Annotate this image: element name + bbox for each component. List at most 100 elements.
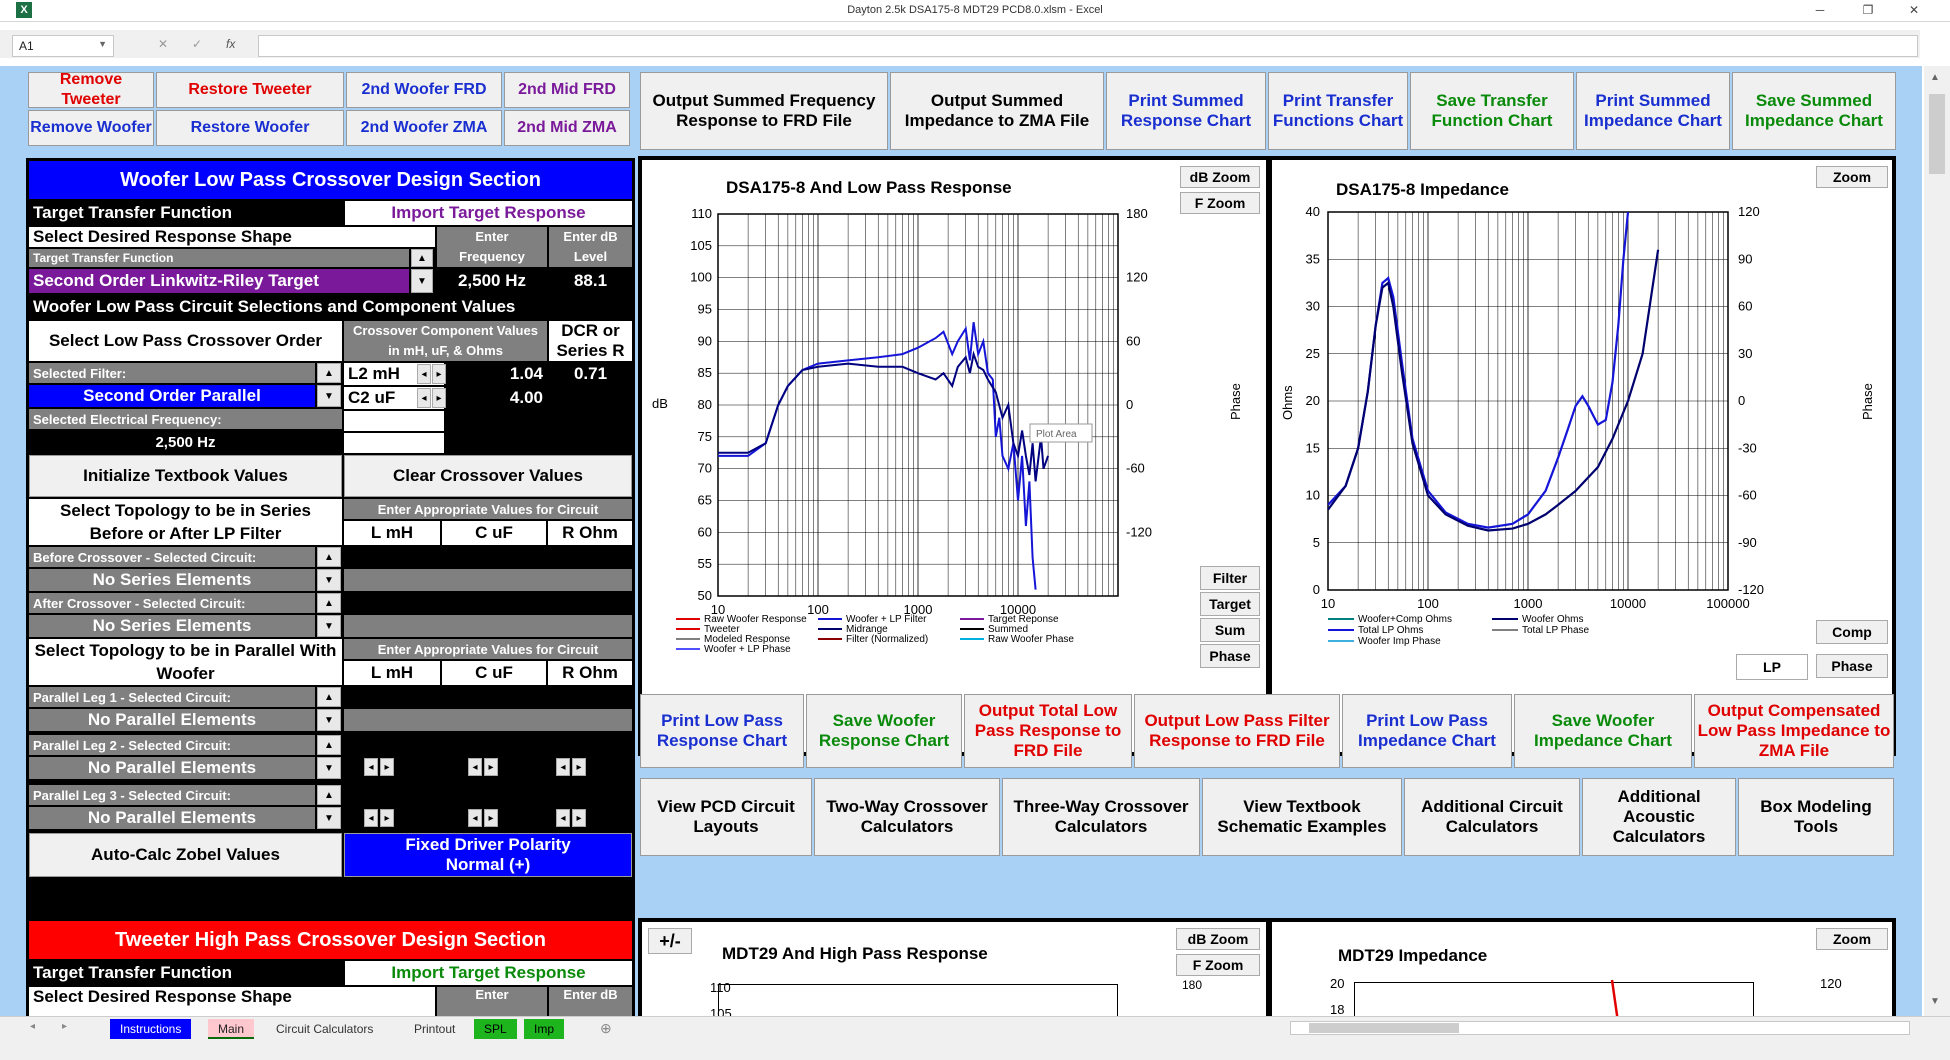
scroll-down-icon[interactable]: ▼ [1930, 996, 1940, 1007]
tweeter-import-target-button[interactable]: Import Target Response [345, 961, 632, 985]
textbook-schematics-button[interactable]: View Textbook Schematic Examples [1202, 778, 1402, 856]
arrow-right-icon[interactable]: ▸ [432, 388, 446, 408]
spin-up-icon[interactable]: ▲ [317, 687, 341, 707]
print-transfer-functions-button[interactable]: Print Transfer Functions Chart [1268, 72, 1408, 150]
spin-up-icon[interactable]: ▲ [317, 547, 341, 567]
second-woofer-frd-button[interactable]: 2nd Woofer FRD [346, 72, 502, 108]
second-woofer-zma-button[interactable]: 2nd Woofer ZMA [346, 110, 502, 146]
parallel-leg-1-select[interactable]: No Parallel Elements [29, 709, 315, 731]
scroll-up-icon[interactable]: ▲ [1930, 72, 1940, 83]
output-total-lp-frd-button[interactable]: Output Total Low Pass Response to FRD Fi… [964, 694, 1132, 768]
dropdown-icon[interactable]: ▼ [317, 385, 341, 407]
hp-zoom-button[interactable]: Zoom [1816, 928, 1888, 950]
arrow-left-icon[interactable]: ◂ [556, 758, 570, 776]
arrow-left-icon[interactable]: ◂ [417, 388, 431, 408]
cancel-icon[interactable]: ✕ [158, 37, 169, 51]
filter-button[interactable]: Filter [1200, 566, 1260, 590]
hp-db-zoom-button[interactable]: dB Zoom [1176, 928, 1260, 950]
box-modeling-tools-button[interactable]: Box Modeling Tools [1738, 778, 1894, 856]
arrow-left-icon[interactable]: ◂ [417, 364, 431, 384]
minimize-icon[interactable]: ─ [1815, 3, 1825, 17]
save-woofer-impedance-button[interactable]: Save Woofer Impedance Chart [1514, 694, 1692, 768]
dropdown-icon[interactable]: ▼ [317, 615, 341, 637]
frequency-input[interactable]: 2,500 Hz [437, 269, 547, 293]
restore-woofer-button[interactable]: Restore Woofer [156, 110, 344, 146]
selected-filter-select[interactable]: Second Order Parallel [29, 385, 315, 407]
scroll-thumb[interactable] [1929, 94, 1945, 174]
arrow-left-icon[interactable]: ◂ [468, 758, 482, 776]
additional-circuit-calculators-button[interactable]: Additional Circuit Calculators [1404, 778, 1580, 856]
output-summed-zma-button[interactable]: Output Summed Impedance to ZMA File [890, 72, 1104, 150]
tab-main[interactable]: Main [208, 1019, 255, 1039]
tab-scroll-right-icon[interactable]: ▸ [62, 1021, 68, 1032]
name-box[interactable]: A1 ▼ [12, 35, 114, 57]
dropdown-icon[interactable]: ▼ [317, 807, 341, 829]
driver-polarity-button[interactable]: Fixed Driver Polarity Normal (+) [344, 833, 632, 877]
parallel-leg-2-select[interactable]: No Parallel Elements [29, 757, 315, 779]
add-sheet-icon[interactable]: ⊕ [600, 1020, 612, 1036]
horizontal-scrollbar[interactable] [1290, 1021, 1910, 1035]
formula-input[interactable] [258, 35, 1918, 57]
arrow-left-icon[interactable]: ◂ [468, 809, 482, 827]
arrow-right-icon[interactable]: ▸ [380, 809, 394, 827]
initialize-textbook-button[interactable]: Initialize Textbook Values [29, 455, 342, 497]
fx-icon[interactable]: fx [226, 37, 236, 51]
tab-circuit-calculators[interactable]: Circuit Calculators [276, 1022, 374, 1036]
auto-calc-zobel-button[interactable]: Auto-Calc Zobel Values [29, 833, 342, 877]
f-zoom-button[interactable]: F Zoom [1180, 192, 1260, 214]
output-summed-frd-button[interactable]: Output Summed Frequency Response to FRD … [640, 72, 888, 150]
ttf-select[interactable]: Second Order Linkwitz-Riley Target [29, 269, 409, 293]
tab-instructions[interactable]: Instructions [110, 1019, 192, 1039]
view-pcd-layouts-button[interactable]: View PCD Circuit Layouts [640, 778, 812, 856]
dropdown-icon[interactable]: ▼ [317, 569, 341, 591]
imp-phase-button[interactable]: Phase [1816, 654, 1888, 678]
sum-button[interactable]: Sum [1200, 618, 1260, 642]
remove-woofer-button[interactable]: Remove Woofer [28, 110, 154, 146]
db-zoom-button[interactable]: dB Zoom [1180, 166, 1260, 188]
before-crossover-select[interactable]: No Series Elements [29, 569, 315, 591]
close-icon[interactable]: ✕ [1908, 3, 1920, 17]
three-way-calculators-button[interactable]: Three-Way Crossover Calculators [1002, 778, 1200, 856]
spin-up-icon[interactable]: ▲ [317, 735, 341, 755]
output-comp-lp-zma-button[interactable]: Output Compensated Low Pass Impedance to… [1694, 694, 1894, 768]
second-mid-frd-button[interactable]: 2nd Mid FRD [504, 72, 630, 108]
component-1-dcr[interactable]: 0.71 [549, 363, 632, 385]
vertical-scrollbar[interactable]: ▲ ▼ [1924, 66, 1950, 1016]
hp-response-chart[interactable]: +/- MDT29 And High Pass Response dB Zoom… [638, 918, 1270, 1044]
arrow-left-icon[interactable]: ◂ [364, 809, 378, 827]
arrow-left-icon[interactable]: ◂ [364, 758, 378, 776]
after-crossover-select[interactable]: No Series Elements [29, 615, 315, 637]
arrow-right-icon[interactable]: ▸ [484, 758, 498, 776]
arrow-right-icon[interactable]: ▸ [432, 364, 446, 384]
lp-button[interactable]: LP [1736, 654, 1808, 680]
dropdown-icon[interactable]: ▼ [411, 269, 433, 293]
comp-button[interactable]: Comp [1816, 620, 1888, 644]
response-chart[interactable]: DSA175-8 And Low Pass Response dB Zoom F… [638, 156, 1270, 756]
chevron-down-icon[interactable]: ▼ [98, 39, 107, 49]
tab-spl[interactable]: SPL [474, 1019, 517, 1039]
parallel-leg-3-select[interactable]: No Parallel Elements [29, 807, 315, 829]
arrow-right-icon[interactable]: ▸ [484, 809, 498, 827]
hp-f-zoom-button[interactable]: F Zoom [1176, 954, 1260, 976]
impedance-chart[interactable]: DSA175-8 Impedance Zoom 40 35 30 25 20 15 10 5 0… [1268, 156, 1896, 756]
print-summed-response-button[interactable]: Print Summed Response Chart [1106, 72, 1266, 150]
plus-minus-button[interactable]: +/- [648, 928, 692, 954]
two-way-calculators-button[interactable]: Two-Way Crossover Calculators [814, 778, 1000, 856]
dropdown-icon[interactable]: ▼ [317, 709, 341, 731]
second-mid-zma-button[interactable]: 2nd Mid ZMA [504, 110, 630, 146]
remove-tweeter-button[interactable]: Remove Tweeter [28, 71, 154, 108]
db-level-input[interactable]: 88.1 [549, 269, 632, 293]
tab-imp[interactable]: Imp [524, 1019, 565, 1039]
arrow-right-icon[interactable]: ▸ [572, 758, 586, 776]
zoom-button[interactable]: Zoom [1816, 166, 1888, 188]
spin-up-icon[interactable]: ▲ [317, 785, 341, 805]
hp-impedance-chart[interactable]: MDT29 Impedance Zoom 20 18 120 [1268, 918, 1896, 1042]
arrow-right-icon[interactable]: ▸ [380, 758, 394, 776]
arrow-right-icon[interactable]: ▸ [572, 809, 586, 827]
target-button[interactable]: Target [1200, 592, 1260, 616]
print-lp-response-button[interactable]: Print Low Pass Response Chart [640, 694, 804, 768]
phase-button[interactable]: Phase [1200, 644, 1260, 668]
spin-up-icon[interactable]: ▲ [317, 593, 341, 613]
arrow-left-icon[interactable]: ◂ [556, 809, 570, 827]
spin-up-icon[interactable]: ▲ [411, 249, 433, 267]
